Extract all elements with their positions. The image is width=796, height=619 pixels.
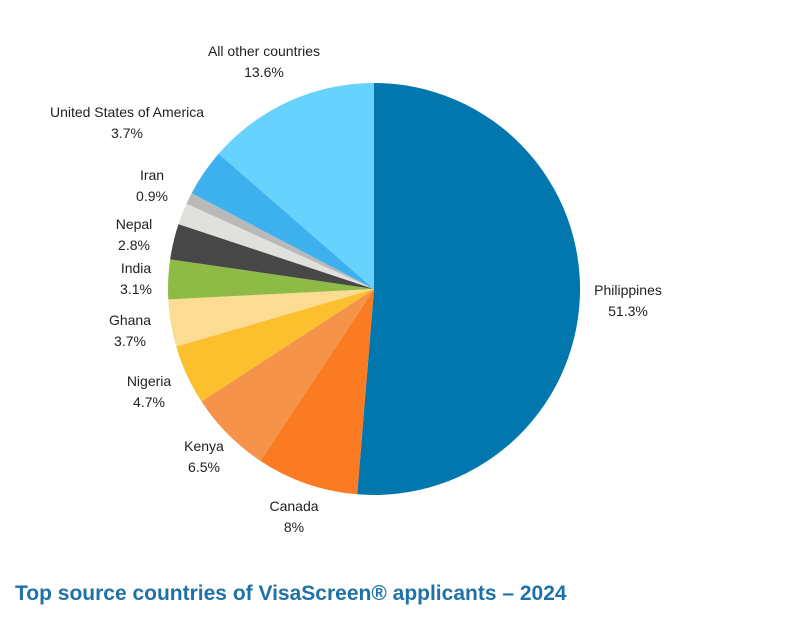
pie-slice-nigeria — [176, 289, 374, 402]
pie-slice-all-other-countries — [218, 83, 374, 289]
slice-label-nepal: Nepal 2.8% — [116, 216, 153, 253]
slice-label-canada: Canada 8% — [269, 498, 318, 535]
slice-label-nigeria: Nigeria 4.7% — [127, 373, 172, 410]
slice-label-all-other-countries: All other countries 13.6% — [208, 43, 320, 80]
pie-slice-ghana — [168, 289, 374, 347]
pie-slice-nepal — [170, 224, 374, 289]
pie-slices — [168, 82, 581, 495]
pie-slice-united-states-of-america — [191, 153, 374, 289]
pie-slice-unlabeled — [178, 203, 374, 289]
chart-title: Top source countries of VisaScreen® appl… — [15, 582, 567, 605]
slice-label-united-states-of-america: United States of America 3.7% — [50, 104, 204, 141]
slice-labels: Philippines 51.3% Canada 8% Kenya 6.5% Nigeria… — [50, 43, 662, 535]
slice-label-india: India 3.1% — [120, 260, 152, 297]
slice-label-iran: Iran 0.9% — [136, 167, 168, 204]
pie-slice-india — [168, 259, 374, 300]
slice-label-philippines: Philippines 51.3% — [594, 282, 662, 319]
pie-slice-iran — [186, 193, 374, 289]
pie-slice-philippines — [357, 82, 581, 495]
pie-chart: Philippines 51.3% Canada 8% Kenya 6.5% Nigeria… — [50, 43, 662, 535]
slice-label-kenya: Kenya 6.5% — [184, 438, 224, 475]
pie-slice-canada — [260, 289, 374, 495]
pie-slice-kenya — [201, 289, 374, 461]
slice-label-ghana: Ghana 3.7% — [109, 312, 151, 349]
